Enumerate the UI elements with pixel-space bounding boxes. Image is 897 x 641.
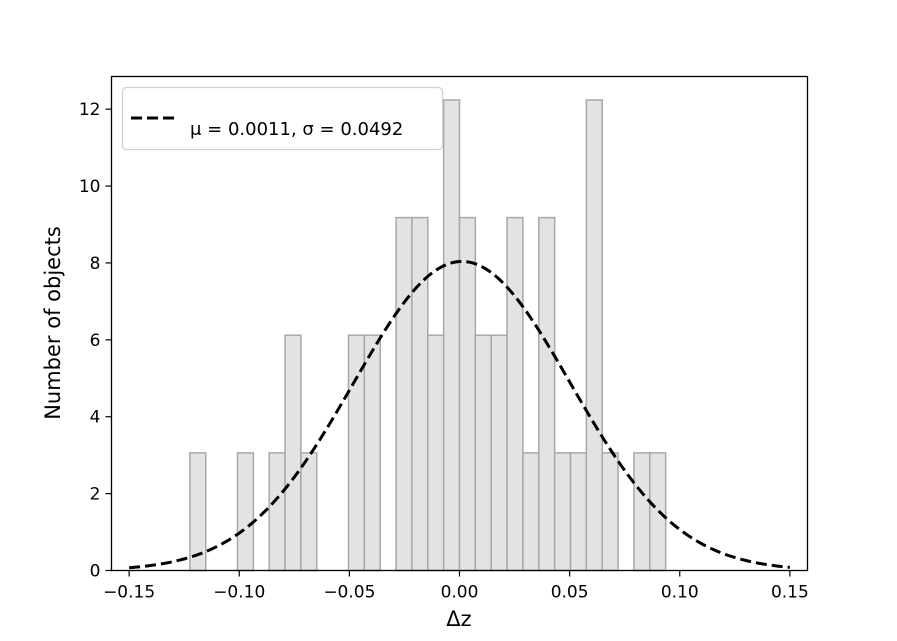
- histogram-bar: [601, 452, 619, 572]
- legend: μ = 0.0011, σ = 0.0492: [121, 86, 444, 151]
- y-tick-label: 6: [90, 331, 101, 351]
- histogram-bar: [458, 216, 477, 572]
- histogram-bar: [649, 452, 667, 572]
- histogram-bar: [474, 334, 492, 572]
- legend-entry-fit: μ = 0.0011, σ = 0.0492: [190, 119, 403, 140]
- normal-fit-curve: [128, 259, 791, 570]
- histogram-bar: [268, 452, 286, 572]
- histogram-bar: [633, 452, 651, 572]
- y-axis-label: Number of objects: [41, 226, 65, 420]
- histogram-bar: [553, 452, 572, 572]
- x-axis-ticks: −0.15 −0.10 −0.05 0.00 0.05 0.10 0.15: [103, 570, 809, 603]
- histogram-bar: [395, 216, 413, 572]
- y-axis-ticks: 0 2 4 6 8 10 12: [79, 100, 112, 582]
- histogram-bar: [411, 216, 429, 572]
- histogram-bars: [189, 99, 667, 572]
- y-tick-label: 10: [79, 177, 101, 197]
- histogram-bar: [236, 452, 255, 572]
- histogram-bar: [189, 452, 207, 572]
- histogram-bar: [442, 99, 461, 572]
- x-axis-label: Δz: [446, 607, 471, 631]
- histogram-bar: [538, 216, 556, 572]
- x-tick-label: 0.05: [551, 583, 589, 603]
- histogram-bar: [522, 452, 540, 572]
- y-tick-label: 2: [90, 485, 101, 505]
- histogram-bar: [506, 216, 524, 572]
- legend-box: [121, 86, 444, 151]
- x-tick-label: −0.10: [213, 583, 265, 603]
- histogram-bar: [363, 334, 381, 572]
- x-tick-label: −0.05: [323, 583, 375, 603]
- x-tick-label: −0.15: [103, 583, 155, 603]
- y-tick-label: 0: [90, 562, 101, 582]
- x-tick-label: 0.00: [441, 583, 479, 603]
- x-tick-label: 0.10: [661, 583, 699, 603]
- histogram-bar: [427, 334, 445, 572]
- histogram-bar: [490, 334, 508, 572]
- histogram-bar: [585, 99, 603, 572]
- histogram-bar: [284, 334, 302, 572]
- histogram-bar: [569, 452, 588, 572]
- y-tick-label: 8: [90, 254, 101, 274]
- y-tick-label: 12: [79, 100, 101, 120]
- x-tick-label: 0.15: [771, 583, 809, 603]
- histogram-bar: [300, 452, 318, 572]
- y-tick-label: 4: [90, 408, 101, 428]
